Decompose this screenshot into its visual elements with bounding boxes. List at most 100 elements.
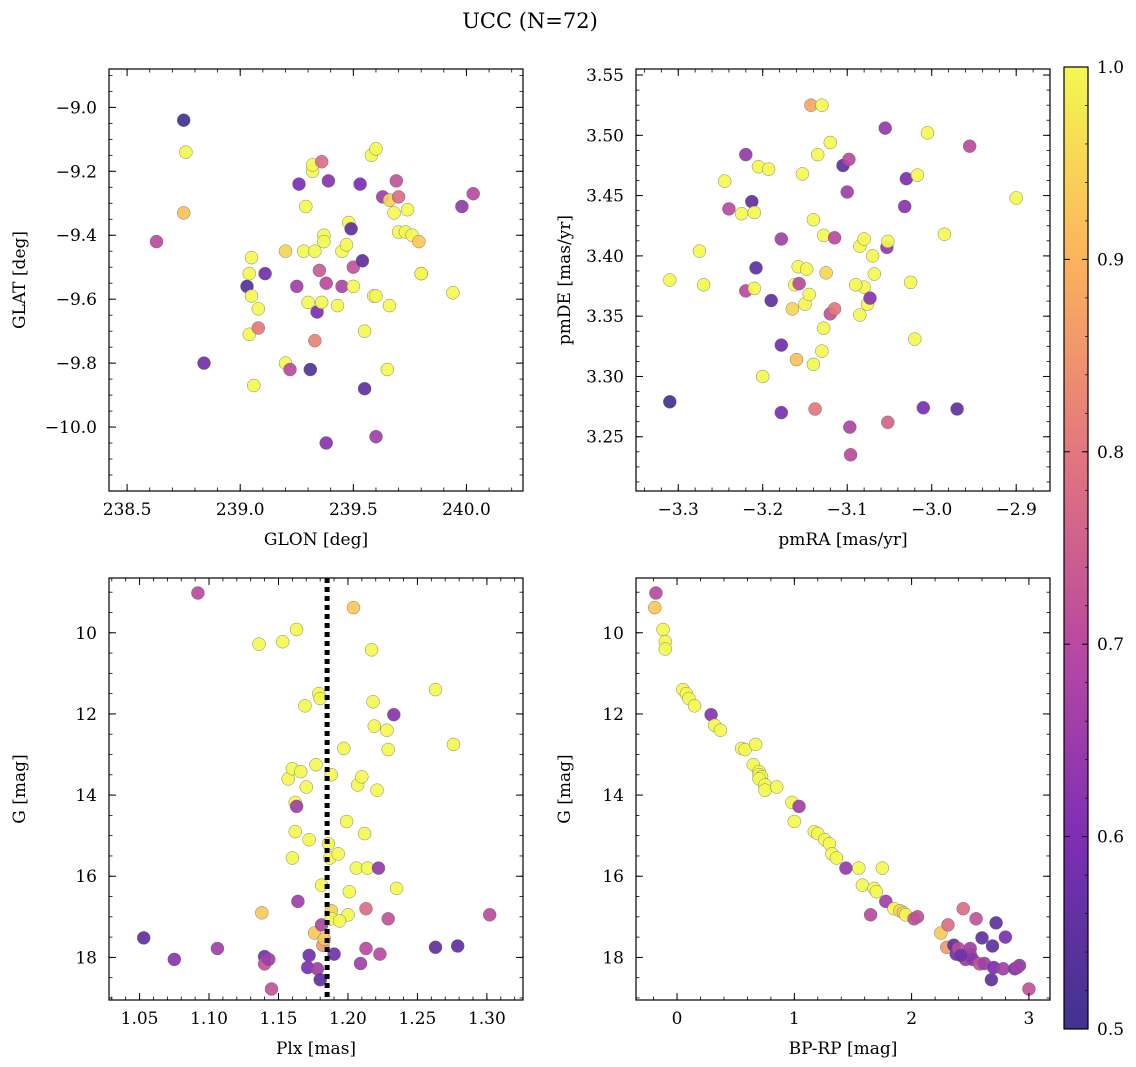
x-tick-label: 1 xyxy=(789,1009,800,1029)
data-point xyxy=(792,799,806,814)
y-tick-label: 16 xyxy=(75,867,97,887)
data-point xyxy=(849,278,863,292)
data-point xyxy=(330,298,345,313)
data-point xyxy=(294,764,308,779)
data-point xyxy=(770,780,784,794)
data-point xyxy=(875,861,889,875)
data-point xyxy=(656,622,670,637)
data-point xyxy=(756,369,770,384)
data-point xyxy=(749,261,763,275)
data-point xyxy=(761,162,776,176)
y-axis-label: pmDE [mas/yr] xyxy=(555,215,575,345)
x-tick-label: −2.9 xyxy=(996,500,1037,520)
colorbar-gradient xyxy=(1063,66,1089,1030)
data-point xyxy=(802,287,816,302)
data-point xyxy=(285,851,300,865)
y-tick-label: −9.8 xyxy=(56,354,97,374)
data-point xyxy=(950,402,964,416)
y-tick-label: 10 xyxy=(75,624,97,644)
data-point xyxy=(898,199,912,214)
data-point xyxy=(244,250,259,265)
x-tick-label: 238.5 xyxy=(103,500,152,520)
data-point xyxy=(1010,960,1024,975)
data-point xyxy=(975,931,989,945)
x-tick-label: 1.30 xyxy=(468,1009,506,1029)
data-point xyxy=(312,263,327,278)
data-point xyxy=(787,814,801,829)
data-point xyxy=(663,395,677,409)
data-point xyxy=(296,244,311,258)
x-tick-label: 3 xyxy=(1023,1009,1034,1029)
data-point xyxy=(346,279,360,294)
data-point xyxy=(774,338,788,352)
data-point xyxy=(276,635,290,649)
data-point xyxy=(843,448,858,462)
data-point xyxy=(823,135,837,150)
data-point xyxy=(344,222,358,236)
y-tick-label: 3.50 xyxy=(586,126,624,146)
data-point xyxy=(941,918,955,932)
colorbar-tick-label: 0.5 xyxy=(1097,1020,1124,1040)
data-point xyxy=(288,824,302,839)
data-point xyxy=(149,234,164,249)
data-point xyxy=(985,939,1000,953)
y-tick-label: −9.0 xyxy=(56,98,97,118)
data-point xyxy=(428,940,443,954)
data-point xyxy=(176,113,191,127)
x-axis-label: GLON [deg] xyxy=(264,530,368,550)
x-tick-label: 0 xyxy=(672,1009,683,1029)
data-point xyxy=(747,281,761,296)
x-tick-label: 1.25 xyxy=(398,1009,436,1029)
data-point xyxy=(315,295,329,310)
x-tick-label: −3.0 xyxy=(911,500,952,520)
data-point xyxy=(359,902,373,916)
data-point xyxy=(829,851,844,865)
data-point xyxy=(262,952,276,967)
data-point xyxy=(800,262,814,276)
data-point xyxy=(954,948,968,963)
data-point xyxy=(353,177,367,191)
data-point xyxy=(369,142,383,156)
data-point xyxy=(1009,191,1023,205)
data-point xyxy=(414,266,428,281)
data-point xyxy=(321,174,336,188)
data-point xyxy=(863,908,878,922)
data-point xyxy=(869,885,884,899)
data-point xyxy=(357,826,372,841)
data-point xyxy=(197,356,211,370)
data-point xyxy=(371,861,386,875)
data-point xyxy=(389,881,404,896)
scatter-points xyxy=(136,586,497,996)
x-tick-label: 1.20 xyxy=(329,1009,367,1029)
y-tick-label: 3.45 xyxy=(586,187,624,207)
x-tick-label: 2 xyxy=(906,1009,917,1029)
data-point xyxy=(315,154,329,169)
x-tick-label: 239.0 xyxy=(216,500,265,520)
data-point xyxy=(359,941,373,956)
data-point xyxy=(309,758,323,772)
data-point xyxy=(774,405,788,420)
data-point xyxy=(984,973,999,987)
x-tick-label: 239.5 xyxy=(329,500,378,520)
data-point xyxy=(335,279,349,294)
data-point xyxy=(353,956,368,971)
data-point xyxy=(795,167,810,181)
data-point xyxy=(747,205,761,220)
data-point xyxy=(863,291,877,305)
y-tick-label: 16 xyxy=(602,867,624,887)
y-tick-label: −9.2 xyxy=(56,162,97,182)
data-point xyxy=(319,436,333,450)
y-tick-label: 12 xyxy=(602,705,624,725)
data-point xyxy=(455,199,469,214)
data-point xyxy=(881,415,895,429)
data-point xyxy=(739,147,753,162)
y-tick-label: 10 xyxy=(602,624,624,644)
data-point xyxy=(381,912,395,926)
colorbar-tick-label: 0.8 xyxy=(1097,443,1124,463)
data-point xyxy=(910,168,925,182)
data-point xyxy=(387,206,401,220)
data-point xyxy=(251,302,265,316)
x-tick-label: 1.05 xyxy=(121,1009,159,1029)
data-point xyxy=(366,695,380,709)
y-tick-label: 14 xyxy=(602,786,624,806)
